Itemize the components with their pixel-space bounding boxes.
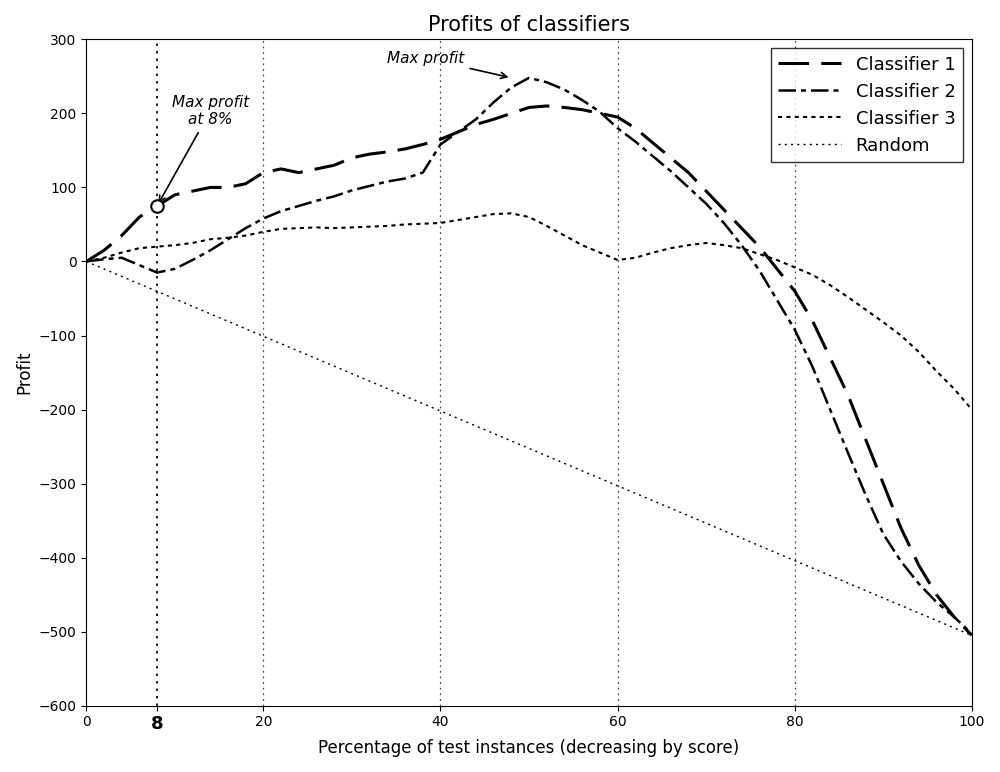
Classifier 3	[736, 243, 748, 252]
Classifier 2	[948, 612, 960, 621]
Classifier 2	[682, 183, 694, 192]
Classifier 2	[346, 186, 358, 195]
Classifier 3	[364, 222, 376, 232]
X-axis label: Percentage of test instances (decreasing by score): Percentage of test instances (decreasing…	[318, 739, 740, 757]
Classifier 3	[275, 224, 287, 233]
Y-axis label: Profit: Profit	[15, 350, 33, 394]
Text: Max profit: Max profit	[387, 51, 507, 79]
Classifier 1	[736, 224, 748, 233]
Classifier 1	[275, 164, 287, 174]
Classifier 2	[364, 181, 376, 191]
Classifier 3	[948, 384, 960, 394]
Classifier 1	[541, 101, 553, 110]
Classifier 2	[275, 206, 287, 215]
Text: Max profit
at 8%: Max profit at 8%	[159, 95, 249, 202]
Classifier 3	[505, 208, 517, 218]
Classifier 1	[966, 631, 978, 640]
Classifier 2	[736, 241, 748, 250]
Classifier 2	[80, 257, 92, 266]
Classifier 1	[80, 257, 92, 266]
Classifier 2	[966, 629, 978, 638]
Legend: Classifier 1, Classifier 2, Classifier 3, Random: Classifier 1, Classifier 2, Classifier 3…	[771, 49, 963, 162]
Line: Classifier 1: Classifier 1	[86, 106, 972, 635]
Title: Profits of classifiers: Profits of classifiers	[428, 15, 630, 35]
Classifier 3	[966, 405, 978, 415]
Classifier 2	[523, 73, 535, 83]
Classifier 3	[682, 241, 694, 250]
Classifier 3	[80, 257, 92, 266]
Classifier 1	[346, 153, 358, 162]
Line: Classifier 2: Classifier 2	[86, 78, 972, 634]
Line: Classifier 3: Classifier 3	[86, 213, 972, 410]
Classifier 1	[682, 168, 694, 178]
Classifier 3	[346, 223, 358, 232]
Classifier 1	[948, 612, 960, 621]
Classifier 1	[364, 150, 376, 159]
